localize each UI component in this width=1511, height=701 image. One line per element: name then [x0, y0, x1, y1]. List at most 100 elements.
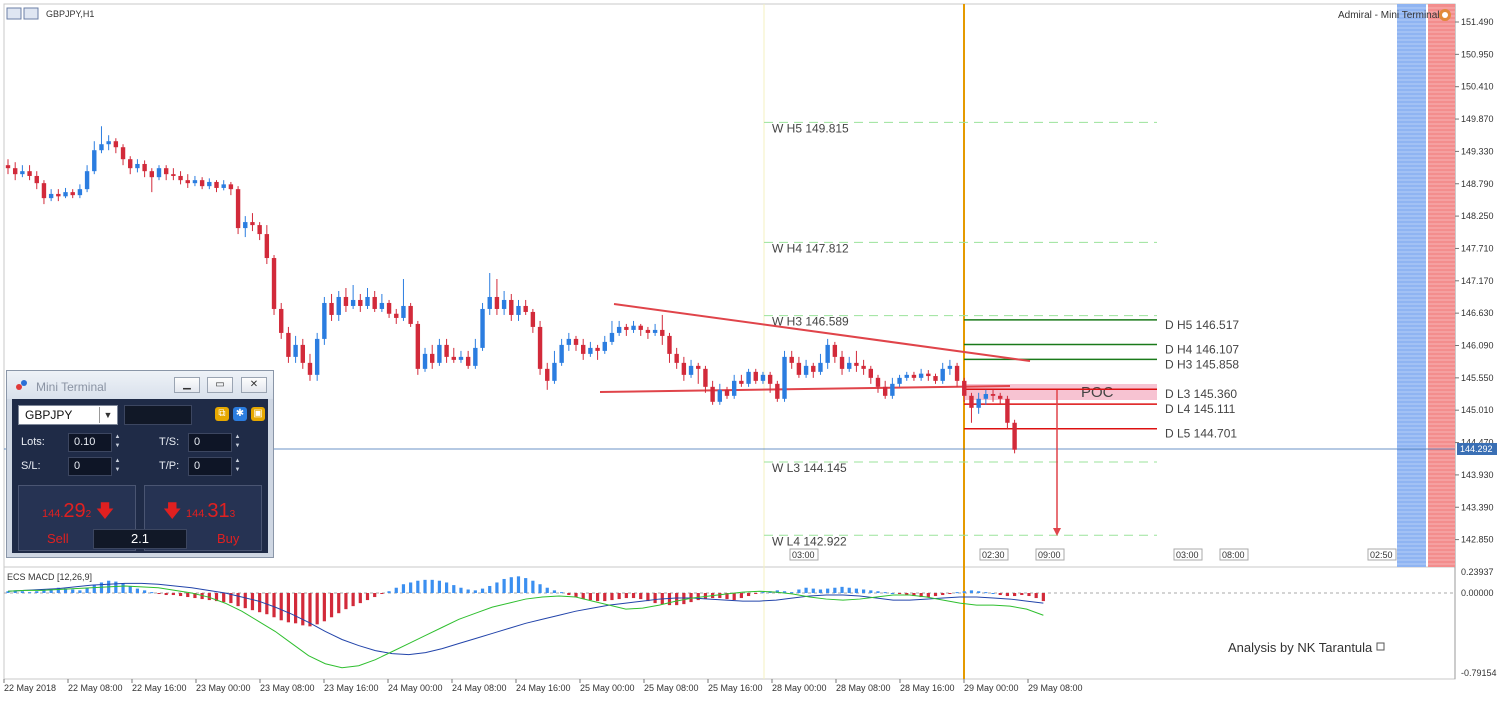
- candle-body: [710, 386, 715, 402]
- candle-body: [573, 338, 579, 345]
- broker-label: Admiral - Mini Terminal: [1338, 10, 1440, 21]
- macd-bar: [948, 593, 952, 595]
- weekly-level-label: W L3 144.145: [772, 461, 847, 475]
- time-tick-label: 23 May 00:00: [196, 683, 251, 693]
- macd-bar: [876, 591, 880, 593]
- macd-bar: [344, 593, 348, 610]
- macd-bar: [250, 593, 255, 611]
- time-tick-label: 25 May 16:00: [708, 683, 763, 693]
- candle-body: [70, 192, 75, 196]
- session-marker-label: 03:00: [792, 550, 815, 560]
- macd-axis: 0.23937 0.00000 -0.79154: [1461, 567, 1497, 678]
- candle-body: [192, 180, 198, 184]
- symbol-icon: [6, 7, 39, 20]
- macd-bar: [56, 587, 60, 593]
- candle-body: [731, 380, 737, 396]
- macd-bar: [1013, 593, 1017, 597]
- macd-bar: [890, 593, 894, 594]
- buy-button[interactable]: 🡇 144.313 Buy: [144, 485, 262, 551]
- macd-bar: [358, 593, 362, 604]
- candle-body: [832, 344, 838, 357]
- candle-body: [660, 329, 665, 336]
- candle-body: [56, 193, 61, 197]
- chevron-down-icon[interactable]: ▼: [99, 407, 116, 423]
- candle-body: [631, 325, 636, 330]
- maximize-icon[interactable]: ▭: [207, 377, 233, 393]
- candle-body: [92, 150, 97, 172]
- weekly-level-label: W H4 147.812: [772, 241, 849, 255]
- price-tick-label: 142.850: [1461, 535, 1494, 545]
- macd-bar: [1005, 593, 1010, 597]
- macd-bar: [826, 588, 830, 593]
- session-marker-box: [1367, 548, 1397, 561]
- macd-bar: [883, 592, 887, 594]
- candle-body: [163, 168, 169, 175]
- candle-body: [602, 341, 607, 351]
- candle-body: [940, 368, 945, 381]
- autotrading-icon[interactable]: [1439, 9, 1451, 21]
- price-tick-label: 147.710: [1461, 243, 1494, 253]
- mini-terminal-titlebar[interactable]: Mini Terminal ▁ ▭ ✕: [7, 371, 273, 399]
- settings-icon[interactable]: ▣: [251, 407, 265, 421]
- minimize-icon[interactable]: ▁: [174, 377, 200, 393]
- sentiment-red-bar: [1428, 4, 1455, 567]
- macd-bar: [301, 593, 305, 626]
- candle-body: [775, 383, 780, 399]
- candle-body: [868, 368, 873, 378]
- macd-bar: [610, 593, 614, 601]
- mini-terminal[interactable]: Mini Terminal ▁ ▭ ✕ GBPJPY ▼ ⧉ ✱ ▣ Lots:…: [6, 370, 274, 558]
- sell-label: Sell: [47, 531, 69, 546]
- macd-bar: [840, 586, 844, 593]
- macd-bar: [998, 593, 1002, 596]
- time-axis: 22 May 2018 22 May 08:00 22 May 16:00 23 Ma…: [3, 679, 1083, 693]
- macd-bar: [926, 593, 930, 598]
- candle-body: [696, 365, 701, 369]
- macd-bar: [6, 591, 10, 593]
- macd-bar: [574, 593, 578, 598]
- macd-main-line: [7, 582, 1044, 656]
- close-icon[interactable]: ✕: [241, 377, 267, 393]
- candle-body: [451, 356, 456, 360]
- sl-stepper[interactable]: ▲ ▼: [114, 458, 121, 473]
- candle-body: [401, 305, 406, 318]
- macd-bar: [416, 580, 420, 593]
- macd-bar: [164, 593, 168, 596]
- tp-input[interactable]: 0: [188, 457, 232, 476]
- price-tick-label: 148.790: [1461, 179, 1494, 189]
- arrow-down-icon: 🡇: [163, 501, 182, 521]
- ts-stepper[interactable]: ▲ ▼: [234, 434, 241, 449]
- tp-stepper[interactable]: ▲ ▼: [234, 458, 241, 473]
- copy-icon[interactable]: ⧉: [215, 407, 229, 421]
- macd-bar: [322, 593, 326, 622]
- buy-label: Buy: [217, 531, 240, 546]
- candle-body: [235, 189, 241, 229]
- pivot-levels: W H5 149.815 W H4 147.812 W H3 146.589 W L3…: [764, 121, 1239, 548]
- daily-level-label: D H5 146.517: [1165, 318, 1239, 332]
- lots-input[interactable]: 0.10: [68, 433, 112, 452]
- macd-bar: [495, 582, 499, 593]
- candle-body: [293, 344, 298, 357]
- candle-body: [789, 356, 794, 363]
- sl-label: S/L:: [21, 460, 41, 472]
- sl-input[interactable]: 0: [68, 457, 112, 476]
- macd-bar: [99, 582, 104, 593]
- trendline-upper[interactable]: [613, 303, 1031, 362]
- candle-body: [861, 365, 866, 369]
- candle-body: [803, 365, 809, 375]
- price-tick-label: 146.090: [1461, 341, 1494, 351]
- symbol-select[interactable]: GBPJPY ▼: [18, 405, 118, 425]
- candle-body: [286, 332, 291, 357]
- trendline-lower[interactable]: [599, 385, 1011, 393]
- ts-input[interactable]: 0: [188, 433, 232, 452]
- macd-bar: [897, 593, 902, 595]
- price-tick-label: 151.490: [1461, 17, 1494, 27]
- candle-body: [430, 353, 435, 363]
- lots-stepper[interactable]: ▲ ▼: [114, 434, 121, 449]
- macd-bar: [639, 593, 643, 600]
- macd-bar: [667, 593, 672, 606]
- gear-icon[interactable]: ✱: [233, 407, 247, 421]
- macd-bar: [351, 593, 355, 607]
- candle-body: [185, 180, 190, 184]
- macd-bar: [85, 587, 89, 593]
